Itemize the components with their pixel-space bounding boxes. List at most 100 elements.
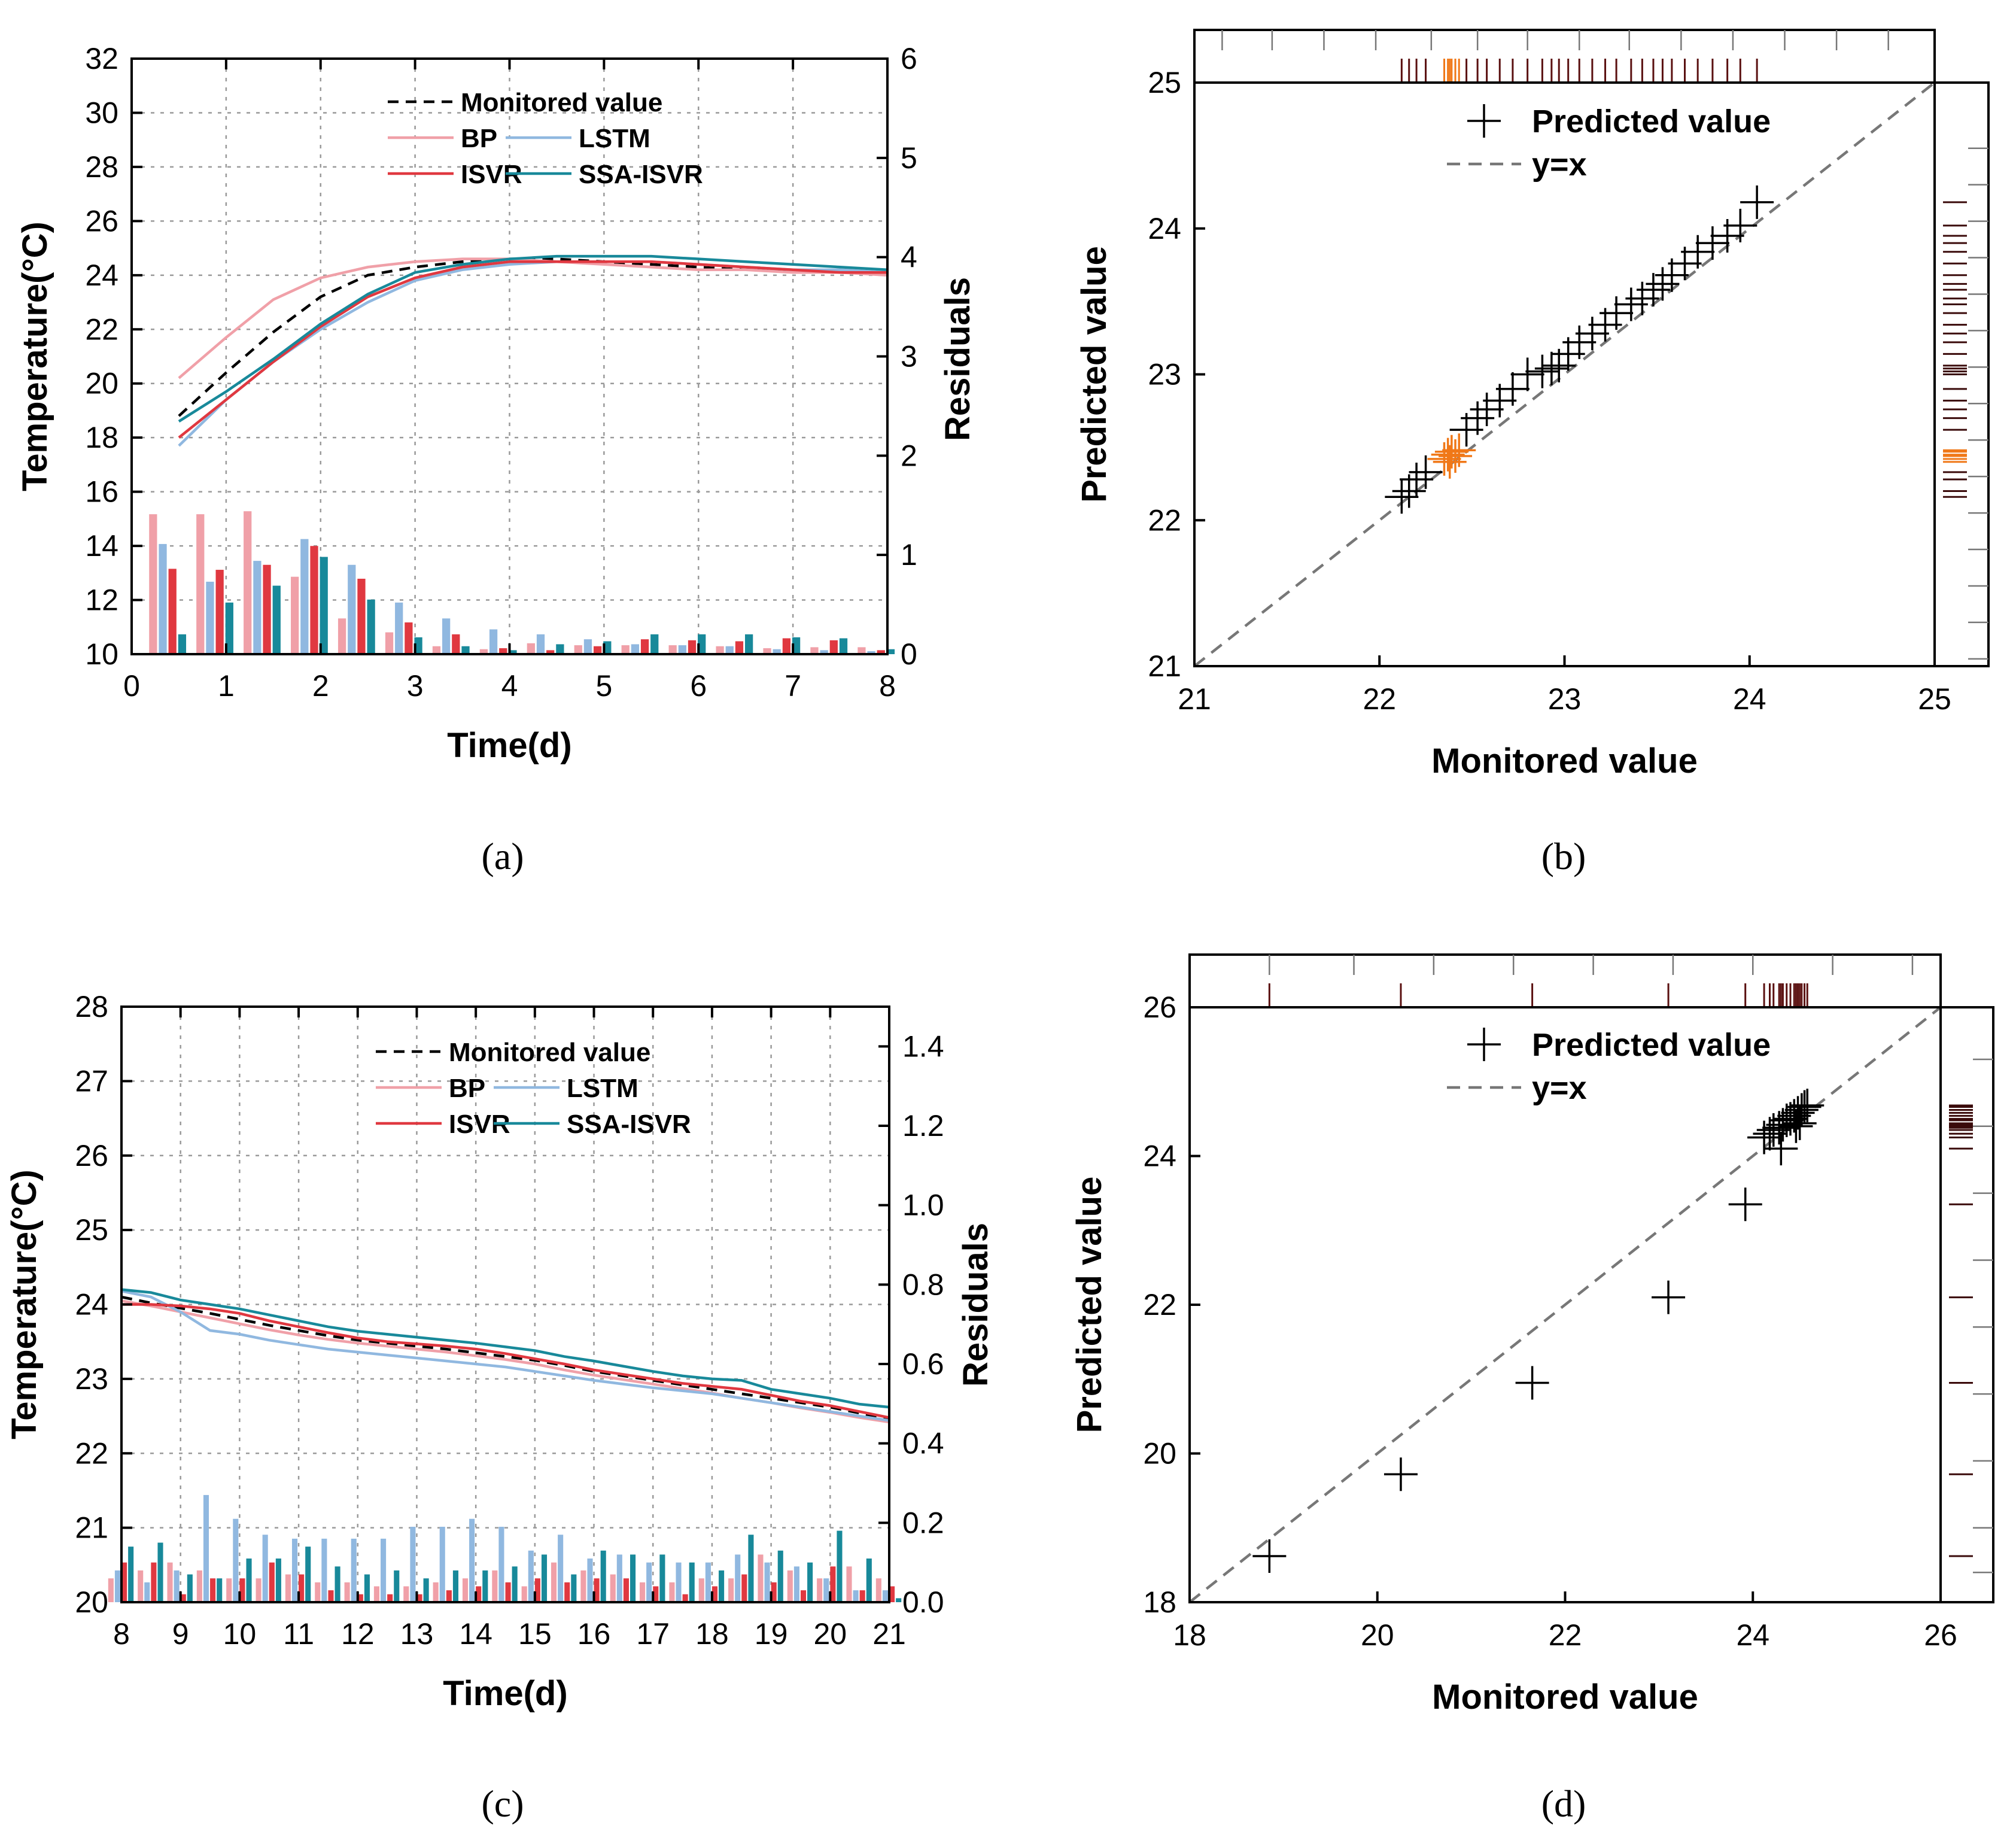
residual-bar-isvr bbox=[168, 569, 177, 654]
scatter-point bbox=[1495, 372, 1530, 406]
residual-bar-lstm bbox=[616, 1554, 622, 1602]
x-tick-label: 12 bbox=[341, 1617, 375, 1651]
legend-label-ssa: SSA-ISVR bbox=[579, 160, 703, 189]
residual-bar-ssa bbox=[423, 1578, 429, 1602]
scatter-point bbox=[1470, 393, 1504, 426]
residual-bar-bp bbox=[432, 646, 441, 654]
y2-axis-label: Residuals bbox=[938, 277, 977, 441]
residual-bar-lstm bbox=[321, 1538, 327, 1602]
residual-bar-bp bbox=[580, 1570, 586, 1602]
residual-bar-lstm bbox=[300, 539, 309, 654]
residual-bar-isvr bbox=[357, 1594, 363, 1602]
residual-bar-isvr bbox=[782, 638, 791, 654]
x-tick-label: 22 bbox=[1363, 682, 1396, 716]
residual-bar-bp bbox=[574, 645, 582, 654]
residual-bar-bp bbox=[226, 1578, 232, 1602]
x-tick-label: 5 bbox=[595, 669, 612, 703]
residual-bar-isvr bbox=[711, 1586, 718, 1602]
residual-bar-lstm bbox=[442, 618, 451, 654]
residual-bar-isvr bbox=[310, 546, 318, 654]
x-tick-label: 4 bbox=[501, 669, 518, 703]
legend-label-monitored: Monitored value bbox=[449, 1038, 650, 1067]
residual-bar-isvr bbox=[623, 1578, 629, 1602]
y-tick-label: 23 bbox=[75, 1362, 108, 1396]
residual-bar-bp bbox=[167, 1562, 173, 1602]
residual-bar-lstm bbox=[159, 543, 167, 654]
x-tick-label: 20 bbox=[1361, 1618, 1394, 1652]
residual-bar-isvr bbox=[446, 1590, 452, 1602]
y-tick-label: 16 bbox=[85, 475, 118, 509]
residual-bar-isvr bbox=[151, 1562, 157, 1602]
series-line-lstm bbox=[121, 1289, 890, 1422]
series-line-ssa bbox=[178, 254, 888, 423]
legend-label-lstm: LSTM bbox=[567, 1074, 638, 1103]
residual-bar-bp bbox=[285, 1574, 291, 1602]
right-marginal-frame bbox=[1939, 1006, 1994, 1603]
y2-tick-label: 0.2 bbox=[902, 1506, 944, 1539]
residual-bar-lstm bbox=[867, 651, 875, 654]
scatter-point bbox=[1383, 1457, 1418, 1491]
y2-tick-label: 0.0 bbox=[902, 1585, 944, 1619]
residual-bar-lstm bbox=[489, 629, 498, 654]
residual-bar-ssa bbox=[367, 599, 375, 654]
x-tick-label: 24 bbox=[1733, 682, 1766, 716]
scatter-point bbox=[1784, 1093, 1819, 1127]
y2-tick-label: 0 bbox=[901, 637, 917, 671]
residual-bar-isvr bbox=[688, 640, 697, 654]
residual-bar-ssa bbox=[414, 637, 422, 654]
residual-bar-ssa bbox=[571, 1574, 577, 1602]
scatter-point bbox=[1525, 354, 1559, 388]
y-tick-label: 10 bbox=[85, 637, 118, 671]
residual-bar-bp bbox=[728, 1578, 734, 1602]
y-tick-label: 14 bbox=[85, 529, 118, 563]
x-tick-label: 2 bbox=[312, 669, 329, 703]
y-tick-label: 24 bbox=[75, 1288, 108, 1321]
y2-tick-label: 0.6 bbox=[902, 1347, 944, 1381]
residual-bar-lstm bbox=[882, 1590, 889, 1602]
scatter-point bbox=[1728, 1187, 1762, 1222]
x-tick-label: 22 bbox=[1549, 1618, 1582, 1652]
legend-label-bp: BP bbox=[461, 124, 497, 153]
y2-tick-label: 5 bbox=[901, 141, 917, 175]
y2-tick-label: 4 bbox=[901, 241, 917, 274]
residual-bar-bp bbox=[669, 1582, 675, 1602]
caption-a: (a) bbox=[481, 835, 524, 877]
scatter-point bbox=[1534, 351, 1568, 385]
residual-bar-ssa bbox=[512, 1566, 518, 1602]
residual-bar-lstm bbox=[114, 1570, 121, 1602]
scatter-point bbox=[1787, 1090, 1822, 1124]
x-tick-label: 9 bbox=[172, 1617, 189, 1651]
residual-bar-bp bbox=[138, 1570, 144, 1602]
residual-bar-ssa bbox=[777, 1550, 783, 1602]
y-tick-label: 25 bbox=[75, 1213, 108, 1247]
residual-bar-bp bbox=[433, 1582, 439, 1602]
residual-bar-lstm bbox=[439, 1526, 445, 1602]
residual-bar-ssa bbox=[807, 1562, 813, 1602]
y-tick-label: 25 bbox=[1148, 66, 1181, 99]
residual-bar-isvr bbox=[405, 622, 413, 654]
residual-bar-bp bbox=[787, 1570, 793, 1602]
caption-d: (d) bbox=[1541, 1782, 1586, 1825]
residual-bar-ssa bbox=[866, 1559, 872, 1602]
legend: Predicted value y=x bbox=[1447, 1027, 1771, 1106]
x-tick-label: 0 bbox=[123, 669, 140, 703]
top-marginal-frame bbox=[1193, 29, 1936, 84]
x-axis-label: Time(d) bbox=[447, 726, 571, 765]
residual-bar-isvr bbox=[735, 641, 744, 654]
residual-bar-lstm bbox=[631, 644, 640, 654]
series-line-bp bbox=[178, 257, 888, 379]
residual-bar-lstm bbox=[735, 1554, 741, 1602]
legend: Predicted value y=x bbox=[1447, 104, 1771, 183]
top-marginal-frame bbox=[1188, 953, 1942, 1008]
residual-bar-bp bbox=[256, 1578, 261, 1602]
residual-bar-ssa bbox=[178, 634, 187, 654]
residual-bar-isvr bbox=[263, 564, 271, 654]
legend-sample-predicted bbox=[1467, 104, 1501, 138]
scatter-point bbox=[1747, 1120, 1781, 1155]
diagonal-line bbox=[1193, 81, 1936, 667]
series-line-isvr bbox=[178, 260, 887, 439]
residual-bar-isvr bbox=[452, 634, 460, 654]
y-tick-label: 24 bbox=[85, 259, 118, 292]
x-tick-label: 18 bbox=[1173, 1618, 1206, 1652]
